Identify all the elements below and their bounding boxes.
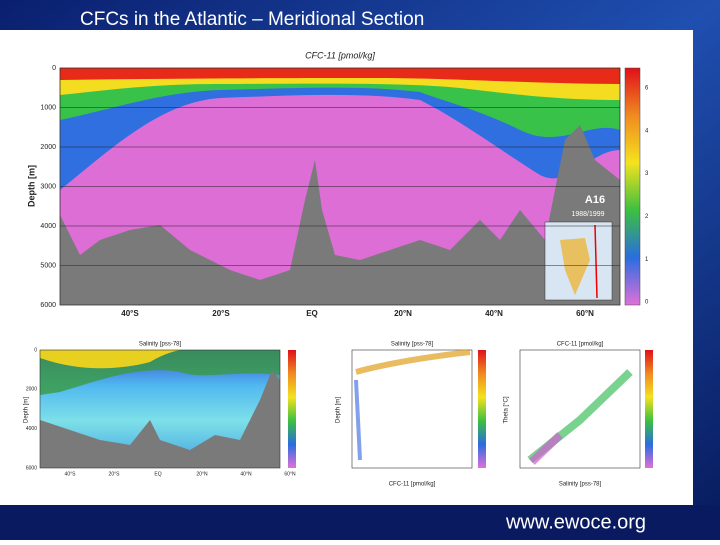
panel-x-label: CFC-11 [pmol/kg] [389,482,436,488]
section-label: A16 [585,194,605,206]
panel-y-tick-label: 2000 [26,387,37,393]
panel-title: Salinity [pss-78] [139,342,182,348]
colorbar-tick-label: 3 [645,171,649,177]
x-tick-label: 60°N [576,309,594,318]
panel-y-label: Theta [°C] [504,396,510,423]
panel-x-tick-label: 20°N [196,471,208,477]
panel-title: Salinity [pss-78] [391,342,434,348]
panel-y-tick-label: 4000 [26,426,37,432]
colorbar-tick-label: 0 [645,300,649,306]
footer-bar [0,505,720,540]
section-years: 1988/1999 [571,211,604,218]
panel-x-tick-label: 40°N [240,471,252,477]
lower-panel-graphics [39,349,653,469]
main-panel-title: CFC-11 [pmol/kg] [305,50,375,60]
colorbar-tick-label: 1 [645,257,649,263]
slide-title: CFCs in the Atlantic – Meridional Sectio… [80,9,424,30]
y-tick-label: 6000 [40,302,56,309]
x-tick-label: 20°N [394,309,412,318]
x-tick-label: 20°S [212,309,230,318]
panel-x-tick-label: 20°S [109,471,121,477]
panel-y-label: Depth [m] [24,397,30,423]
y-tick-label: 4000 [40,223,56,230]
y-tick-label: 0 [52,65,56,72]
panel-x-tick-label: 40°S [65,471,77,477]
panel-title: CFC-11 [pmol/kg] [557,342,604,348]
panel-y-tick-label: 6000 [26,465,37,471]
footer-url: www.ewoce.org [505,511,646,533]
x-tick-label: 40°S [121,309,139,318]
y-tick-label: 5000 [40,262,56,269]
main-y-label: Depth [m] [26,165,36,207]
colorbar-tick-label: 4 [645,128,649,134]
y-tick-label: 2000 [40,144,56,151]
colorbar-tick-label: 6 [645,86,649,92]
panel-x-label: Salinity [pss-78] [559,482,602,488]
panel-x-tick-label: 60°N [284,471,296,477]
panel-y-tick-label: 0 [34,347,37,353]
x-tick-label: 40°N [485,309,503,318]
x-tick-label: EQ [306,309,318,318]
panel-x-tick-label: EQ [154,471,161,477]
y-tick-label: 3000 [40,183,56,190]
y-tick-label: 1000 [40,104,56,111]
panel-y-label: Depth [m] [336,397,342,423]
colorbar-tick-label: 2 [645,214,649,220]
